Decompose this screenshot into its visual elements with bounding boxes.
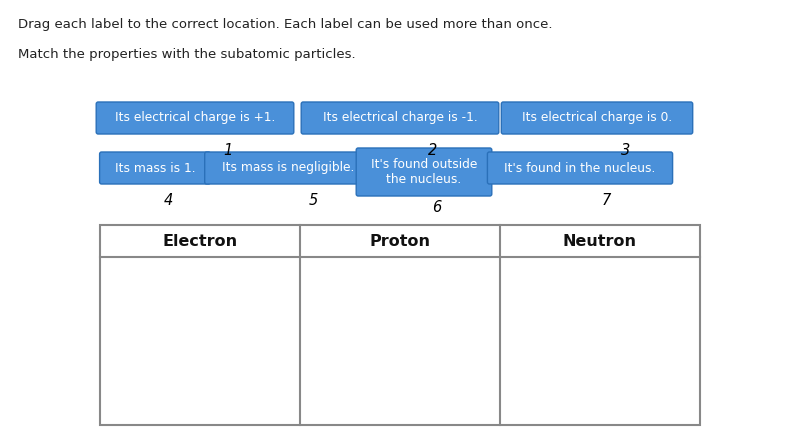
Text: Its electrical charge is -1.: Its electrical charge is -1. [322,111,478,125]
Text: Electron: Electron [162,233,238,249]
Text: 6: 6 [432,200,442,215]
Text: 4: 4 [163,193,173,208]
Text: It's found outside
the nucleus.: It's found outside the nucleus. [371,158,477,186]
FancyBboxPatch shape [487,152,673,184]
Text: 2: 2 [428,143,438,158]
FancyBboxPatch shape [356,148,492,196]
Text: Drag each label to the correct location. Each label can be used more than once.: Drag each label to the correct location.… [18,18,553,31]
Text: 3: 3 [622,143,630,158]
FancyBboxPatch shape [100,225,700,425]
Text: 1: 1 [223,143,233,158]
Text: 7: 7 [602,193,610,208]
FancyBboxPatch shape [99,152,210,184]
Text: Its electrical charge is 0.: Its electrical charge is 0. [522,111,672,125]
Text: It's found in the nucleus.: It's found in the nucleus. [504,161,656,174]
Text: Proton: Proton [370,233,430,249]
Text: Its mass is negligible.: Its mass is negligible. [222,161,354,174]
FancyBboxPatch shape [301,102,499,134]
FancyBboxPatch shape [205,152,371,184]
Text: Its mass is 1.: Its mass is 1. [114,161,195,174]
Text: 5: 5 [308,193,318,208]
Text: Its electrical charge is +1.: Its electrical charge is +1. [115,111,275,125]
Text: Neutron: Neutron [563,233,637,249]
Text: Match the properties with the subatomic particles.: Match the properties with the subatomic … [18,48,356,61]
FancyBboxPatch shape [502,102,693,134]
FancyBboxPatch shape [96,102,294,134]
